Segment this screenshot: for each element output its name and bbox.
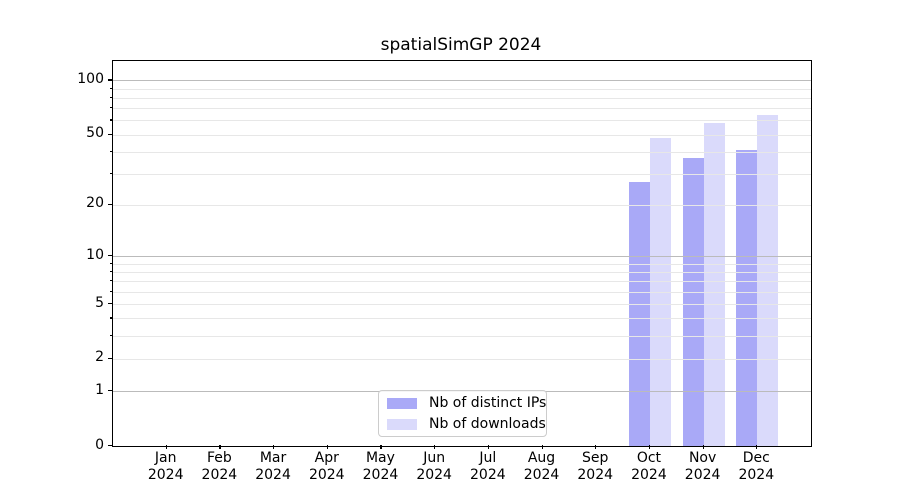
y-tick-10 [108, 255, 112, 257]
y-tick-5 [108, 303, 112, 305]
y-tick-label-5: 5 [95, 294, 104, 311]
y-tick-2 [108, 357, 112, 360]
y-tick-label-10: 10 [86, 246, 104, 263]
y-minortick-3 [109, 335, 112, 337]
y-tick-50 [108, 133, 112, 135]
legend-swatch-distinct-ips [387, 397, 417, 409]
x-tick-apr [326, 445, 328, 449]
x-tick-nov [702, 445, 704, 449]
bar-distinct-ips-oct [628, 182, 650, 446]
gridline-minor-6 [113, 291, 811, 293]
x-tick-mar [273, 445, 275, 449]
x-tick-label-dec: Dec 2024 [738, 450, 775, 483]
gridline-minor-60 [113, 120, 811, 122]
gridline-minor-90 [113, 88, 811, 90]
gridline-minor-4 [113, 318, 811, 320]
y-tick-label-2: 2 [95, 349, 104, 366]
x-tick-aug [541, 445, 543, 449]
legend-label-distinct-ips: Nb of distinct IPs [429, 395, 547, 411]
y-minortick-80 [109, 96, 112, 99]
x-tick-sep [595, 445, 597, 449]
y-tick-label-20: 20 [86, 195, 104, 212]
plot-area [112, 60, 812, 447]
y-minortick-30 [109, 172, 112, 175]
gridline-minor-70 [113, 108, 811, 110]
x-tick-label-jul: Jul 2024 [470, 450, 506, 483]
x-tick-jan [165, 445, 167, 449]
y-minortick-70 [109, 107, 112, 109]
legend-item-distinct-ips: Nb of distinct IPs [387, 395, 546, 411]
x-tick-may [380, 445, 382, 449]
y-tick-label-50: 50 [86, 125, 104, 142]
bar-downloads-nov [703, 122, 725, 446]
y-minortick-9 [109, 262, 112, 264]
gridline-major-10 [113, 256, 811, 258]
y-tick-100 [108, 79, 112, 81]
x-tick-label-mar: Mar 2024 [255, 450, 291, 483]
x-tick-label-nov: Nov 2024 [684, 450, 721, 483]
chart-title: spatialSimGP 2024 [380, 35, 542, 55]
legend-swatch-downloads [387, 418, 417, 430]
gridline-minor-40 [113, 151, 811, 153]
bar-distinct-ips-nov [682, 157, 704, 446]
x-tick-feb [219, 445, 221, 449]
gridline-minor-80 [113, 97, 811, 99]
gridline-minor-2 [113, 358, 811, 360]
bar-distinct-ips-dec [736, 149, 758, 446]
y-tick-label-0: 0 [95, 436, 104, 453]
gridline-minor-50 [113, 134, 811, 136]
legend-label-downloads: Nb of downloads [429, 416, 546, 432]
y-tick-1 [108, 390, 112, 392]
y-minortick-4 [109, 317, 112, 319]
y-tick-20 [108, 203, 112, 205]
y-tick-label-1: 1 [95, 381, 104, 398]
x-tick-jul [487, 445, 490, 449]
y-tick-0 [108, 445, 112, 447]
x-tick-oct [648, 445, 651, 449]
y-tick-label-100: 100 [77, 70, 104, 87]
x-tick-label-may: May 2024 [362, 450, 399, 483]
y-minortick-90 [109, 87, 112, 89]
x-tick-label-oct: Oct 2024 [631, 450, 667, 483]
gridline-minor-5 [113, 304, 811, 306]
x-tick-label-jan: Jan 2024 [147, 450, 184, 483]
gridline-minor-3 [113, 336, 811, 338]
x-tick-label-aug: Aug 2024 [523, 450, 560, 483]
y-minortick-40 [109, 150, 112, 152]
gridline-minor-20 [113, 204, 811, 206]
y-minortick-8 [109, 270, 112, 273]
y-minortick-60 [109, 119, 112, 121]
legend-item-downloads: Nb of downloads [387, 416, 546, 432]
x-tick-dec [756, 445, 758, 449]
gridline-minor-7 [113, 281, 811, 283]
x-tick-label-apr: Apr 2024 [308, 450, 345, 483]
x-tick-jun [434, 445, 436, 449]
gridline-minor-9 [113, 263, 811, 265]
x-tick-label-sep: Sep 2024 [577, 450, 614, 483]
y-minortick-7 [109, 280, 112, 282]
legend: Nb of distinct IPs Nb of downloads [378, 390, 547, 437]
gridline-minor-8 [113, 271, 811, 273]
bar-downloads-dec [757, 115, 779, 446]
gridline-minor-30 [113, 173, 811, 175]
x-tick-label-jun: Jun 2024 [416, 450, 452, 483]
gridline-major-100 [113, 80, 811, 82]
y-minortick-6 [109, 290, 112, 293]
x-tick-label-feb: Feb 2024 [201, 450, 238, 483]
